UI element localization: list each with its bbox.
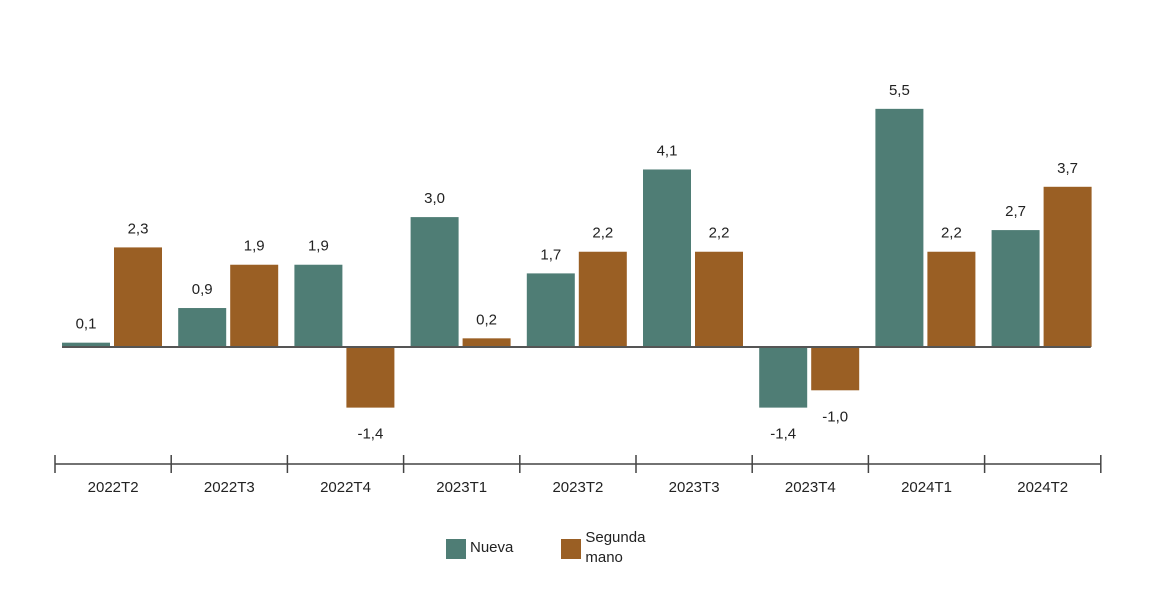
- x-tick-label-2023T3: 2023T3: [669, 479, 720, 496]
- bar-segunda-mano-2023T1: [462, 338, 511, 347]
- x-tick-label-2023T2: 2023T2: [552, 479, 603, 496]
- data-label-segunda-mano-2023T1: 0,2: [476, 311, 497, 328]
- bar-segunda-mano-2023T2: [578, 251, 627, 347]
- x-tick-label-2024T2: 2024T2: [1017, 479, 1068, 496]
- bar-nueva-2023T3: [643, 169, 691, 347]
- bar-segunda-mano-2023T4: [811, 347, 860, 391]
- data-label-segunda-mano-2023T3: 2,2: [709, 225, 730, 242]
- x-tick-label-2023T4: 2023T4: [785, 479, 836, 496]
- bar-nueva-2024T1: [875, 108, 924, 347]
- bar-segunda-mano-2023T3: [695, 251, 743, 347]
- data-label-nueva-2023T2: 1,7: [540, 246, 561, 263]
- data-label-segunda-mano-2024T2: 3,7: [1057, 160, 1078, 177]
- legend-item-segunda-mano: Segunda mano: [561, 528, 657, 568]
- legend: Nueva Segunda mano: [446, 528, 657, 568]
- data-label-nueva-2024T1: 5,5: [889, 82, 910, 99]
- bar-segunda-mano-2024T1: [927, 251, 976, 347]
- data-label-nueva-2022T2: 0,1: [76, 316, 97, 333]
- data-label-nueva-2022T4: 1,9: [308, 238, 329, 255]
- data-label-segunda-mano-2022T4: -1,4: [357, 426, 383, 443]
- data-label-nueva-2024T2: 2,7: [1005, 203, 1026, 220]
- x-tick-label-2022T4: 2022T4: [320, 479, 371, 496]
- data-label-segunda-mano-2022T3: 1,9: [244, 238, 265, 255]
- bar-nueva-2023T4: [759, 347, 808, 408]
- data-label-segunda-mano-2024T1: 2,2: [941, 225, 962, 242]
- x-tick-label-2022T3: 2022T3: [204, 479, 255, 496]
- bar-nueva-2024T2: [991, 230, 1040, 347]
- data-label-nueva-2023T3: 4,1: [657, 142, 678, 159]
- data-label-nueva-2023T1: 3,0: [424, 190, 445, 207]
- bar-nueva-2022T3: [178, 308, 227, 347]
- x-tick-label-2024T1: 2024T1: [901, 479, 952, 496]
- bar-nueva-2023T2: [526, 273, 575, 347]
- bar-segunda-mano-2024T2: [1043, 186, 1092, 347]
- bar-segunda-mano-2022T3: [230, 264, 279, 347]
- data-label-segunda-mano-2023T4: -1,0: [822, 408, 848, 425]
- bar-nueva-2023T1: [410, 217, 459, 347]
- bar-nueva-2022T4: [294, 264, 343, 347]
- x-tick-label-2023T1: 2023T1: [436, 479, 487, 496]
- data-label-nueva-2022T3: 0,9: [192, 281, 213, 298]
- data-label-nueva-2023T4: -1,4: [770, 426, 796, 443]
- x-tick-label-2022T2: 2022T2: [88, 479, 139, 496]
- legend-swatch-segunda-mano: [561, 539, 582, 559]
- bar-nueva-2022T2: [62, 342, 110, 347]
- bar-segunda-mano-2022T2: [114, 247, 162, 347]
- bar-segunda-mano-2022T4: [346, 347, 395, 408]
- legend-label-segunda-mano: Segunda mano: [585, 529, 646, 566]
- data-label-segunda-mano-2023T2: 2,2: [592, 225, 613, 242]
- legend-swatch-nueva: [446, 539, 466, 559]
- legend-label-nueva: Nueva: [470, 539, 514, 556]
- data-label-segunda-mano-2022T2: 2,3: [128, 220, 149, 237]
- legend-item-nueva: Nueva: [446, 528, 513, 568]
